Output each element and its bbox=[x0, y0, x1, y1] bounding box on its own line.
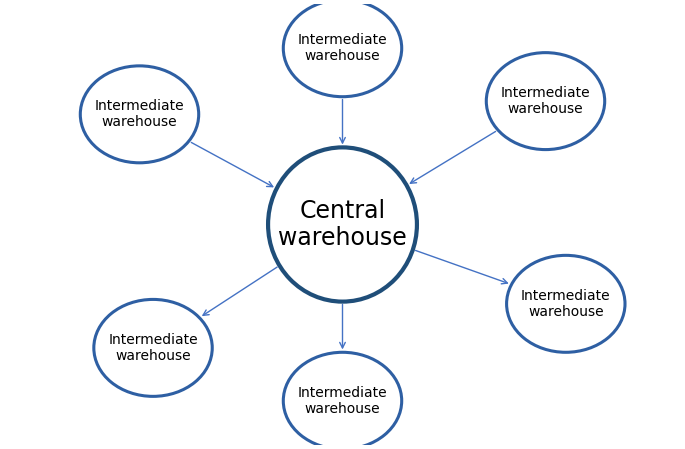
Ellipse shape bbox=[268, 147, 417, 302]
Text: Intermediate
warehouse: Intermediate warehouse bbox=[501, 86, 590, 116]
Ellipse shape bbox=[284, 352, 401, 449]
Text: Intermediate
warehouse: Intermediate warehouse bbox=[95, 99, 184, 129]
Ellipse shape bbox=[486, 53, 605, 150]
Text: Central
warehouse: Central warehouse bbox=[278, 198, 407, 251]
Text: Intermediate
warehouse: Intermediate warehouse bbox=[108, 333, 198, 363]
Ellipse shape bbox=[284, 0, 401, 97]
Text: Intermediate
warehouse: Intermediate warehouse bbox=[521, 289, 610, 319]
Ellipse shape bbox=[80, 66, 199, 163]
Ellipse shape bbox=[94, 299, 212, 396]
Text: Intermediate
warehouse: Intermediate warehouse bbox=[298, 33, 387, 63]
Ellipse shape bbox=[507, 255, 625, 352]
Text: Intermediate
warehouse: Intermediate warehouse bbox=[298, 386, 387, 416]
